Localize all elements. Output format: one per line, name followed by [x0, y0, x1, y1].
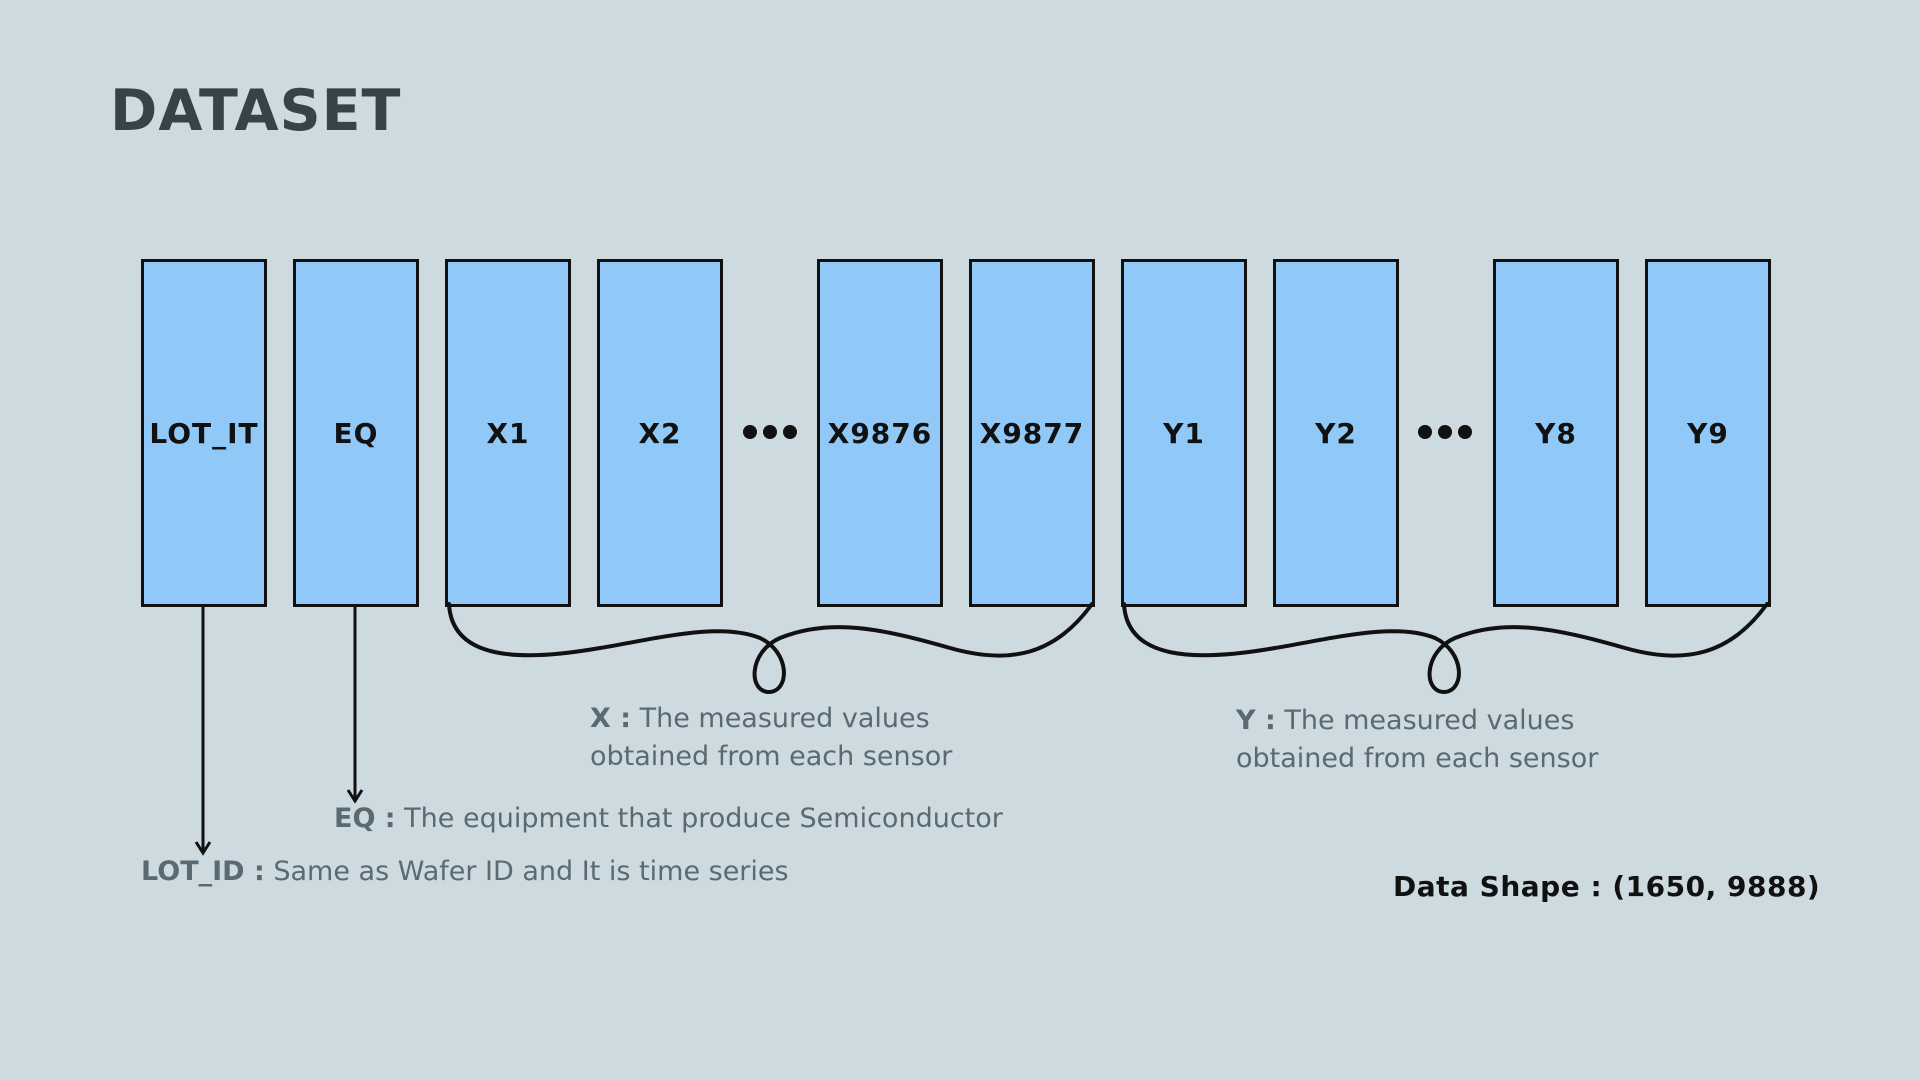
column-y2: Y2	[1273, 259, 1399, 607]
dot	[763, 425, 777, 439]
page-title: DATASET	[110, 78, 402, 144]
column-y8: Y8	[1493, 259, 1619, 607]
eq-description: EQ : The equipment that produce Semicond…	[334, 800, 1003, 838]
dot	[1458, 425, 1472, 439]
lot-description: LOT_ID : Same as Wafer ID and It is time…	[141, 853, 789, 891]
data-shape-label: Data Shape : (1650, 9888)	[1393, 870, 1821, 903]
column-y9: Y9	[1645, 259, 1771, 607]
dot	[1418, 425, 1432, 439]
column-x9876: X9876	[817, 259, 943, 607]
lot-arrow-head	[194, 841, 212, 856]
x-description-key: X :	[590, 703, 632, 734]
column-lot-it: LOT_IT	[141, 259, 267, 607]
lot-description-text: Same as Wafer ID and It is time series	[264, 856, 789, 887]
x-description: X : The measured values obtained from ea…	[590, 700, 952, 776]
column-x1: X1	[445, 259, 571, 607]
column-x2: X2	[597, 259, 723, 607]
ellipsis-x	[743, 415, 797, 449]
column-eq: EQ	[293, 259, 419, 607]
x-description-line2: obtained from each sensor	[590, 741, 953, 772]
ellipsis-y	[1418, 415, 1472, 449]
lot-description-key: LOT_ID :	[141, 856, 265, 887]
eq-arrow-head	[346, 789, 364, 804]
y-description: Y : The measured values obtained from ea…	[1236, 702, 1598, 778]
y-brace	[1122, 602, 1769, 695]
x-brace	[447, 602, 1094, 695]
y-description-line2: obtained from each sensor	[1236, 743, 1599, 774]
y-description-key: Y :	[1236, 705, 1276, 736]
eq-description-key: EQ :	[334, 803, 396, 834]
column-y1: Y1	[1121, 259, 1247, 607]
column-x9877: X9877	[969, 259, 1095, 607]
eq-description-text: The equipment that produce Semiconductor	[395, 803, 1003, 834]
dot	[743, 425, 757, 439]
dot	[1438, 425, 1452, 439]
x-description-line1: The measured values	[631, 703, 930, 734]
dot	[783, 425, 797, 439]
y-description-line1: The measured values	[1275, 705, 1575, 736]
